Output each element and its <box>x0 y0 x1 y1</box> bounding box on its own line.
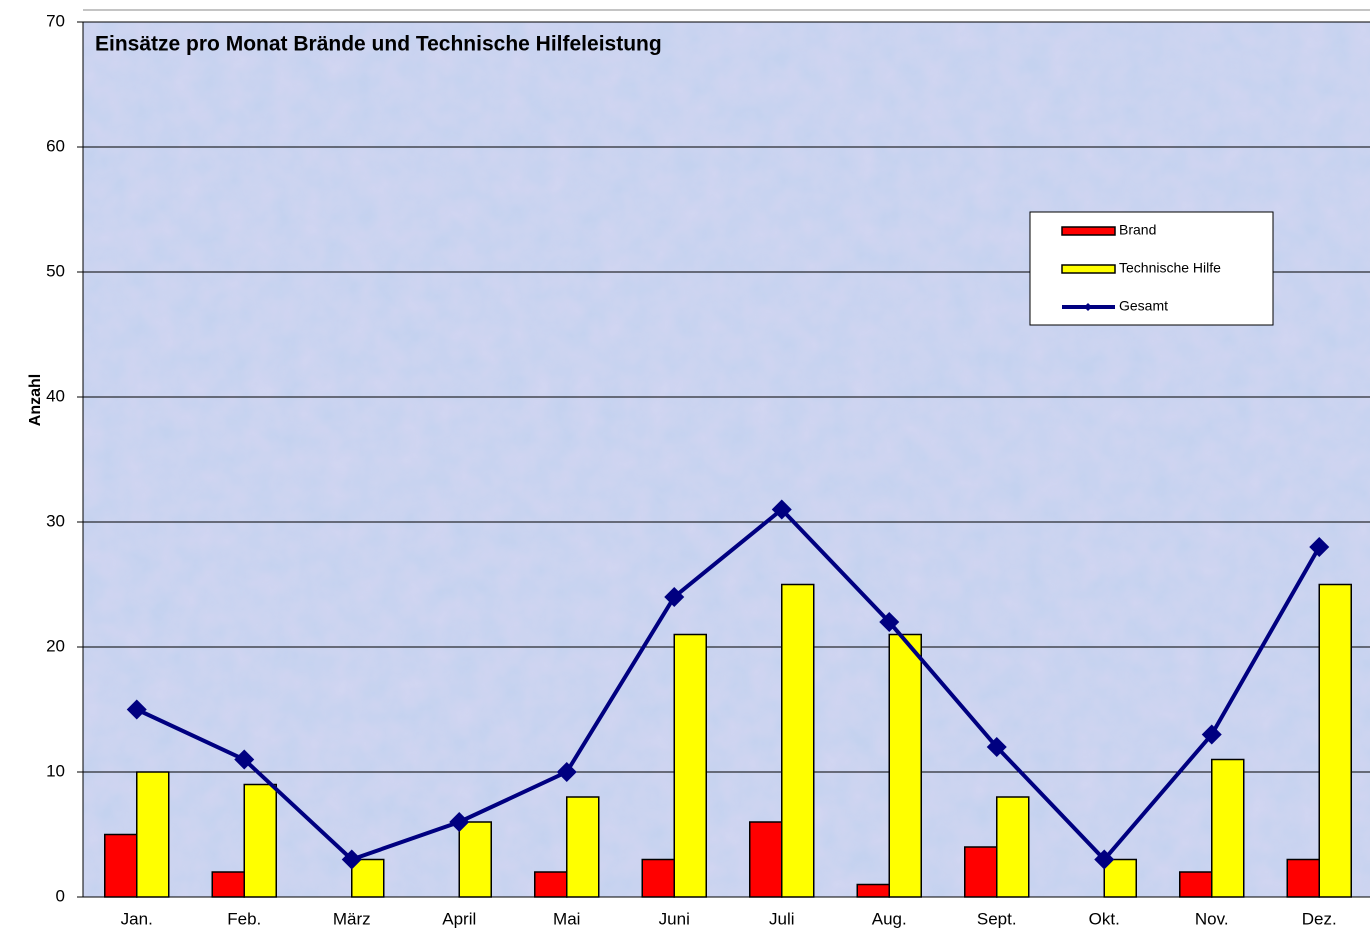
y-tick-label: 30 <box>46 511 65 530</box>
bar <box>641 858 675 898</box>
y-tick-label: 10 <box>46 761 65 780</box>
y-tick-label: 20 <box>46 636 65 655</box>
marker <box>341 849 362 870</box>
x-tick-label: Aug. <box>872 909 907 928</box>
x-tick-label: Jan. <box>121 909 153 928</box>
bar <box>136 771 170 898</box>
bar <box>1103 858 1137 898</box>
marker <box>1094 849 1115 870</box>
bar <box>856 883 890 898</box>
marker <box>556 762 577 782</box>
marker <box>234 749 255 770</box>
x-tick-label: Nov. <box>1195 909 1229 928</box>
bar <box>534 871 568 898</box>
legend-label: Gesamt <box>1119 298 1168 314</box>
bar <box>1286 858 1320 898</box>
bar <box>458 821 492 898</box>
x-tick-label: Dez. <box>1302 909 1337 928</box>
bar <box>749 821 783 898</box>
x-tick-label: Feb. <box>227 909 261 928</box>
bar <box>211 871 245 898</box>
legend-swatch <box>1061 264 1116 274</box>
marker <box>1201 724 1222 745</box>
x-tick-label: Okt. <box>1089 909 1120 928</box>
y-axis-label: Anzahl <box>27 374 44 426</box>
bar <box>1211 758 1245 898</box>
bar <box>996 796 1030 898</box>
bar <box>1179 871 1213 898</box>
marker <box>771 499 792 520</box>
y-tick-label: 40 <box>46 386 65 405</box>
legend-label: Technische Hilfe <box>1119 260 1221 276</box>
legend-label: Brand <box>1119 222 1156 238</box>
marker <box>126 699 147 720</box>
legend: Brand Technische Hilfe Gesamt <box>1029 211 1274 326</box>
chart-title: Einsätze pro Monat Brände und Technische… <box>95 33 662 56</box>
bar <box>243 783 277 898</box>
y-tick-label: 60 <box>46 136 65 155</box>
marker <box>986 737 1007 757</box>
bar <box>566 796 600 898</box>
x-tick-label: Sept. <box>977 909 1017 928</box>
bar <box>1318 583 1352 898</box>
legend-marker <box>1084 303 1092 311</box>
x-tick-label: März <box>333 909 371 928</box>
x-tick-label: Juli <box>769 909 795 928</box>
bar <box>104 833 138 898</box>
y-tick-label: 0 <box>56 886 65 905</box>
bar <box>673 633 707 898</box>
marker <box>879 612 900 632</box>
marker <box>449 812 470 832</box>
plot-background <box>83 22 1370 897</box>
legend-swatch <box>1061 226 1116 236</box>
y-tick-label: 50 <box>46 261 65 280</box>
bar <box>781 583 815 898</box>
marker <box>664 587 685 607</box>
bar <box>351 858 385 898</box>
x-tick-label: Mai <box>553 909 580 928</box>
bar <box>888 633 922 898</box>
x-tick-label: Juni <box>659 909 690 928</box>
bar <box>964 846 998 898</box>
y-tick-label: 70 <box>46 11 65 30</box>
line <box>135 506 1321 863</box>
marker <box>1309 537 1330 557</box>
x-tick-label: April <box>442 909 476 928</box>
